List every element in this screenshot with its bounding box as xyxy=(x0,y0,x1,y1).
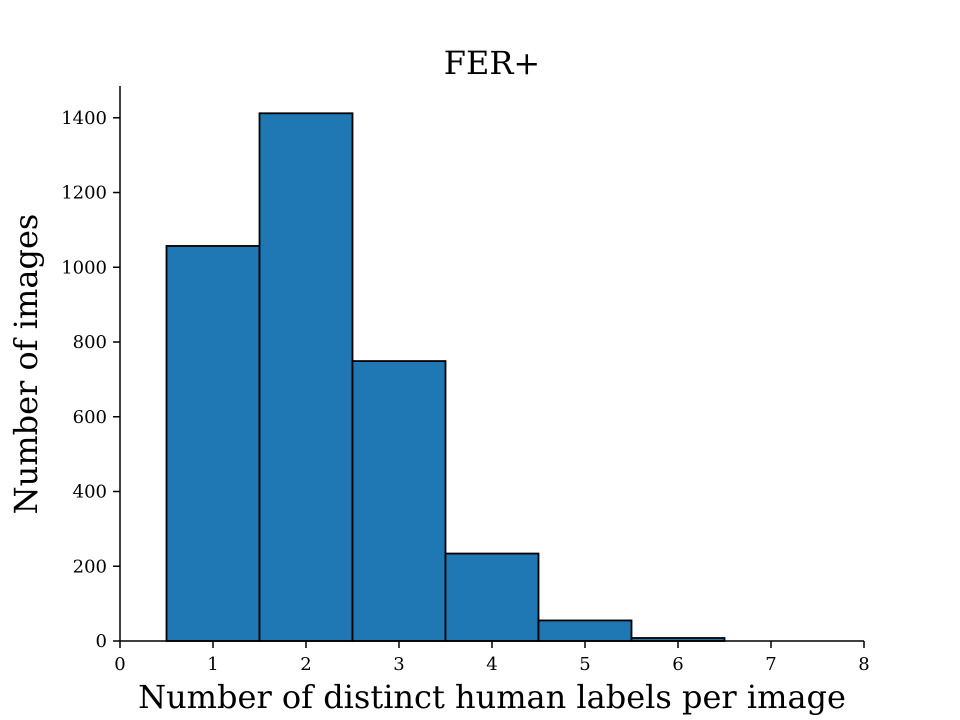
bars-group xyxy=(165,112,726,642)
bar-4 xyxy=(444,552,540,642)
x-tick-label: 0 xyxy=(114,654,125,675)
y-ticks-group: 0 200 400 600 800 1000 1200 1400 xyxy=(61,108,120,652)
y-tick-label: 1200 xyxy=(61,183,107,204)
y-axis-label: Number of images xyxy=(7,214,45,515)
y-tick-label: 1000 xyxy=(61,257,107,278)
x-tick-label: 2 xyxy=(300,654,311,675)
x-tick-label: 1 xyxy=(207,654,218,675)
x-axis-label: Number of distinct human labels per imag… xyxy=(138,678,846,716)
x-ticks-group: 0 1 2 3 4 5 6 7 8 xyxy=(114,641,870,675)
x-tick-label: 3 xyxy=(393,654,404,675)
x-tick-label: 4 xyxy=(486,654,497,675)
x-tick-label: 6 xyxy=(672,654,683,675)
y-tick-label: 0 xyxy=(96,631,107,652)
y-tick-label: 400 xyxy=(73,482,107,503)
bar-1 xyxy=(165,245,261,642)
bar-3 xyxy=(351,360,447,642)
y-tick-label: 800 xyxy=(73,332,107,353)
y-tick-label: 600 xyxy=(73,407,107,428)
y-tick-label: 200 xyxy=(73,556,107,577)
chart-title: FER+ xyxy=(444,44,540,82)
bar-5 xyxy=(537,619,633,642)
x-tick-label: 8 xyxy=(858,654,869,675)
bar-2 xyxy=(258,112,354,642)
y-tick-label: 1400 xyxy=(61,108,107,129)
x-tick-label: 7 xyxy=(765,654,776,675)
x-tick-label: 5 xyxy=(579,654,590,675)
